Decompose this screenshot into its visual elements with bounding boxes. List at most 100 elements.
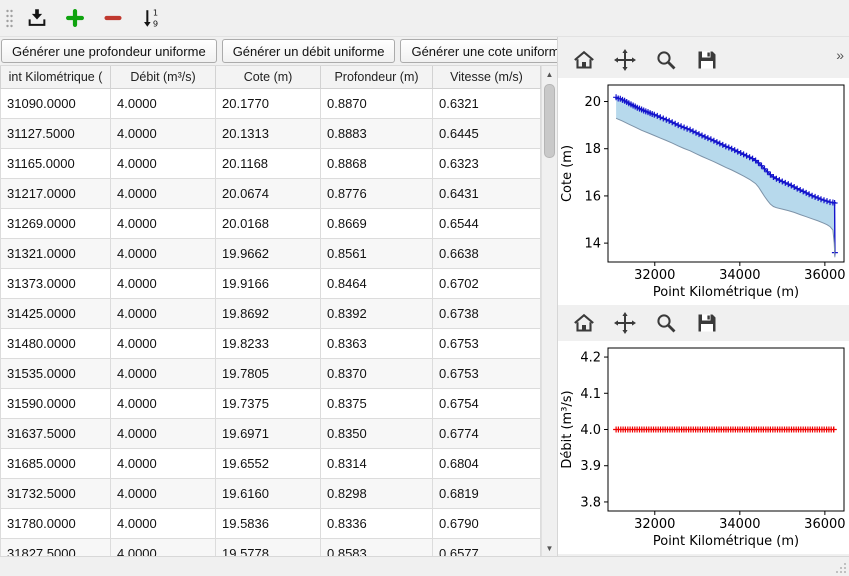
table-cell[interactable]: 31827.5000 [0,537,111,556]
table-cell[interactable]: 4.0000 [110,507,216,539]
table-cell[interactable]: 4.0000 [110,477,216,509]
table-cell[interactable]: 31373.0000 [0,267,111,299]
table-cell[interactable]: 31425.0000 [0,297,111,329]
table-cell[interactable]: 0.8350 [320,417,433,449]
table-cell[interactable]: 19.5836 [215,507,321,539]
table-cell[interactable]: 19.7375 [215,387,321,419]
table-cell[interactable]: 0.8464 [320,267,433,299]
toolbar-overflow-chevron[interactable]: » [836,47,844,63]
table-cell[interactable]: 0.8336 [320,507,433,539]
remove-row-button[interactable] [98,3,128,33]
table-cell[interactable]: 0.6431 [432,177,541,209]
table-cell[interactable]: 4.0000 [110,267,216,299]
scroll-down-arrow[interactable]: ▼ [545,543,554,553]
zoom-button[interactable] [652,309,680,337]
table-cell[interactable]: 0.8298 [320,477,433,509]
table-cell[interactable]: 31217.0000 [0,177,111,209]
scrollbar-thumb[interactable] [544,84,555,158]
table-cell[interactable]: 19.9166 [215,267,321,299]
column-header-pk[interactable]: int Kilométrique ( [0,66,111,89]
table-cell[interactable]: 19.8233 [215,327,321,359]
table-cell[interactable]: 0.6702 [432,267,541,299]
table-cell[interactable]: 31480.0000 [0,327,111,359]
debit-chart-canvas[interactable]: 32000 34000 36000 3.8 3.9 4.0 4.1 4.2 Point Kilo… [558,341,849,554]
table-cell[interactable]: 0.6754 [432,387,541,419]
table-cell[interactable]: 20.0168 [215,207,321,239]
table-cell[interactable]: 20.1770 [215,87,321,119]
table-cell[interactable]: 0.8776 [320,177,433,209]
home-button[interactable] [570,46,598,74]
pan-button[interactable] [611,46,639,74]
import-button[interactable] [22,3,52,33]
table-cell[interactable]: 31269.0000 [0,207,111,239]
table-cell[interactable]: 4.0000 [110,297,216,329]
table-cell[interactable]: 0.8870 [320,87,433,119]
table-cell[interactable]: 19.5778 [215,537,321,556]
table-cell[interactable]: 19.6552 [215,447,321,479]
save-figure-button[interactable] [693,46,721,74]
table-cell[interactable]: 4.0000 [110,387,216,419]
table-cell[interactable]: 0.6819 [432,477,541,509]
zoom-button[interactable] [652,46,680,74]
table-cell[interactable]: 0.8868 [320,147,433,179]
table-cell[interactable]: 4.0000 [110,537,216,556]
table-cell[interactable]: 4.0000 [110,237,216,269]
table-cell[interactable]: 0.8375 [320,387,433,419]
table-cell[interactable]: 4.0000 [110,327,216,359]
table-cell[interactable]: 0.8583 [320,537,433,556]
table-cell[interactable]: 19.6971 [215,417,321,449]
table-cell[interactable]: 4.0000 [110,87,216,119]
pan-button[interactable] [611,309,639,337]
generate-uniform-flow-button[interactable]: Générer un débit uniforme [221,39,396,63]
column-header-vitesse[interactable]: Vitesse (m/s) [432,66,541,89]
add-row-button[interactable] [60,3,90,33]
table-cell[interactable]: 0.6790 [432,507,541,539]
table-cell[interactable]: 19.6160 [215,477,321,509]
table-cell[interactable]: 0.8363 [320,327,433,359]
table-cell[interactable]: 4.0000 [110,147,216,179]
table-cell[interactable]: 4.0000 [110,447,216,479]
table-cell[interactable]: 31732.5000 [0,477,111,509]
table-cell[interactable]: 0.6753 [432,327,541,359]
generate-uniform-level-button[interactable]: Générer une cote uniforme [400,39,578,63]
table-cell[interactable]: 20.1168 [215,147,321,179]
table-cell[interactable]: 0.8314 [320,447,433,479]
table-cell[interactable]: 0.6321 [432,87,541,119]
table-cell[interactable]: 31090.0000 [0,87,111,119]
table-cell[interactable]: 31127.5000 [0,117,111,149]
table-cell[interactable]: 19.9662 [215,237,321,269]
table-cell[interactable]: 0.6804 [432,447,541,479]
table-scrollbar[interactable]: ▲ ▼ [541,66,557,556]
table-cell[interactable]: 0.6738 [432,297,541,329]
home-button[interactable] [570,309,598,337]
column-header-cote[interactable]: Cote (m) [215,66,321,89]
generate-uniform-depth-button[interactable]: Générer une profondeur uniforme [1,39,217,63]
table-cell[interactable]: 0.8370 [320,357,433,389]
table-cell[interactable]: 0.6445 [432,117,541,149]
table-cell[interactable]: 0.6544 [432,207,541,239]
table-cell[interactable]: 31590.0000 [0,387,111,419]
column-header-debit[interactable]: Débit (m³/s) [110,66,216,89]
table-cell[interactable]: 19.8692 [215,297,321,329]
cote-chart-canvas[interactable]: 32000 34000 36000 14 16 18 20 Point Kilométriqu… [558,78,849,305]
column-header-profondeur[interactable]: Profondeur (m) [320,66,433,89]
table-cell[interactable]: 4.0000 [110,177,216,209]
table-cell[interactable]: 4.0000 [110,207,216,239]
table-cell[interactable]: 0.6638 [432,237,541,269]
table-cell[interactable]: 0.8883 [320,117,433,149]
table-cell[interactable]: 0.8561 [320,237,433,269]
table-cell[interactable]: 31685.0000 [0,447,111,479]
table-cell[interactable]: 31535.0000 [0,357,111,389]
table-cell[interactable]: 0.8392 [320,297,433,329]
table-cell[interactable]: 0.6577 [432,537,541,556]
table-cell[interactable]: 0.6774 [432,417,541,449]
table-cell[interactable]: 20.0674 [215,177,321,209]
toolbar-drag-handle[interactable] [5,7,14,29]
table-cell[interactable]: 4.0000 [110,357,216,389]
table-cell[interactable]: 4.0000 [110,117,216,149]
sort-numeric-button[interactable]: 1 9 [136,3,166,33]
table-cell[interactable]: 20.1313 [215,117,321,149]
table-cell[interactable]: 31321.0000 [0,237,111,269]
table-cell[interactable]: 0.6323 [432,147,541,179]
table-cell[interactable]: 4.0000 [110,417,216,449]
